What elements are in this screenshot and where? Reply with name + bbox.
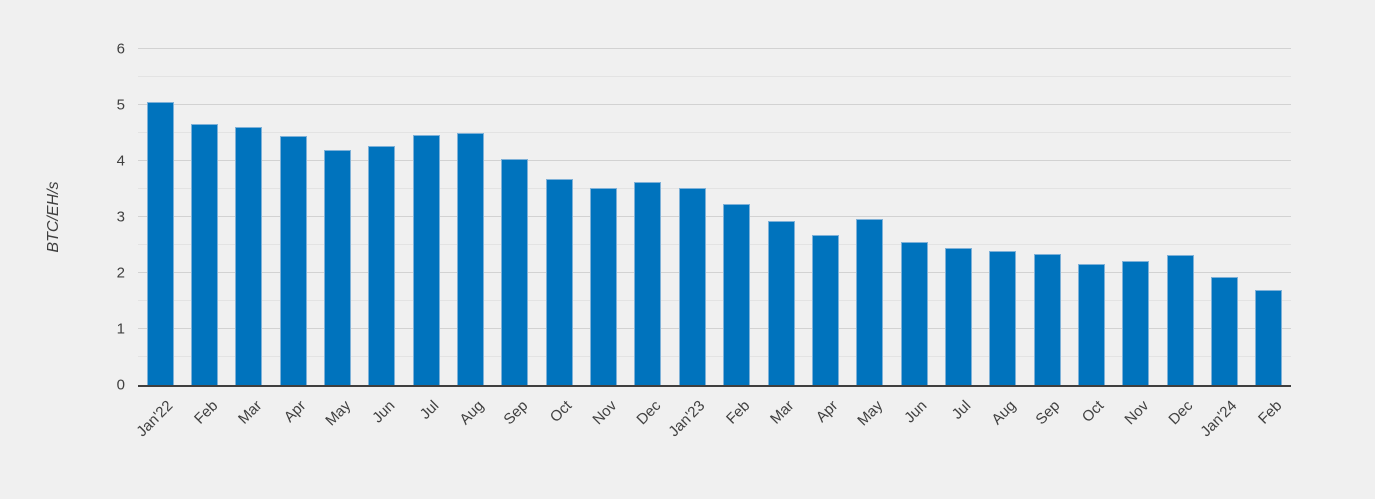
bar-feb	[191, 124, 219, 385]
minor-gridline	[138, 300, 1291, 301]
y-tick-label: 5	[116, 96, 125, 114]
x-tick-label: Nov	[589, 397, 620, 429]
bar-may	[324, 150, 352, 385]
y-tick-label: 1	[116, 320, 125, 338]
bar-jan23	[678, 188, 706, 385]
y-tick-label: 2	[116, 264, 125, 282]
bar-apr	[811, 234, 839, 385]
bar-dec	[1166, 254, 1194, 385]
bar-mar	[767, 220, 795, 385]
x-tick-label: Dec	[633, 397, 665, 429]
minor-gridline	[138, 244, 1291, 245]
bar-jan24	[1210, 276, 1238, 385]
x-tick-label: Jan'22	[133, 397, 177, 441]
y-tick-label: 6	[116, 40, 125, 58]
x-tick-label: Apr	[280, 397, 310, 426]
bar-nov	[1122, 260, 1150, 385]
bar-jul	[944, 248, 972, 385]
x-tick-label: Oct	[547, 397, 576, 426]
x-tick-label: Sep	[1032, 397, 1064, 429]
major-gridline	[138, 160, 1291, 161]
bar-sep	[1033, 253, 1061, 385]
y-tick-label: 4	[116, 152, 125, 170]
major-gridline	[138, 104, 1291, 105]
x-tick-label: Jul	[949, 397, 975, 423]
x-tick-label: Nov	[1121, 397, 1153, 429]
bar-oct	[545, 179, 573, 385]
bar-jan22	[146, 102, 174, 385]
x-tick-label: Feb	[190, 397, 221, 428]
x-tick-label: Dec	[1165, 397, 1197, 429]
x-tick-label: Mar	[234, 397, 266, 428]
major-gridline	[138, 328, 1291, 329]
x-tick-label: May	[853, 397, 887, 430]
minor-gridline	[138, 76, 1291, 77]
x-tick-label: Aug	[456, 397, 487, 429]
bar-mar	[235, 126, 263, 385]
x-tick-label: Jun	[901, 397, 931, 427]
minor-gridline	[138, 188, 1291, 189]
x-tick-label: Jul	[416, 397, 443, 423]
y-axis-title: BTC/EH/s	[45, 181, 62, 253]
bar-feb	[723, 204, 751, 385]
bar-jul	[412, 134, 440, 385]
y-tick-label: 3	[116, 208, 125, 226]
minor-gridline	[138, 132, 1291, 133]
y-tick-label: 0	[116, 376, 125, 394]
bar-aug	[989, 251, 1017, 385]
x-tick-label: Sep	[500, 397, 532, 429]
x-tick-label: Jun	[369, 397, 399, 427]
major-gridline	[138, 216, 1291, 217]
x-tick-label: Jan'24	[1197, 397, 1241, 441]
bar-jun	[368, 146, 396, 385]
x-tick-label: Feb	[722, 397, 753, 428]
x-tick-label: Apr	[813, 397, 842, 426]
bar-feb	[1255, 289, 1283, 385]
x-tick-label: Oct	[1079, 397, 1108, 426]
major-gridline	[138, 48, 1291, 49]
major-gridline	[138, 272, 1291, 273]
bar-apr	[279, 135, 307, 385]
bar-jun	[900, 242, 928, 385]
bar-may	[856, 218, 884, 385]
minor-gridline	[138, 356, 1291, 357]
x-tick-label: Aug	[988, 397, 1020, 429]
x-tick-label: May	[321, 397, 354, 430]
bar-sep	[501, 158, 529, 385]
bar-oct	[1077, 264, 1105, 385]
bar-aug	[457, 133, 485, 385]
plot-area	[138, 48, 1291, 387]
bar-nov	[590, 188, 618, 385]
x-tick-label: Feb	[1254, 397, 1286, 428]
bar-dec	[634, 181, 662, 385]
x-tick-label: Jan'23	[665, 397, 709, 441]
x-tick-label: Mar	[767, 397, 798, 428]
